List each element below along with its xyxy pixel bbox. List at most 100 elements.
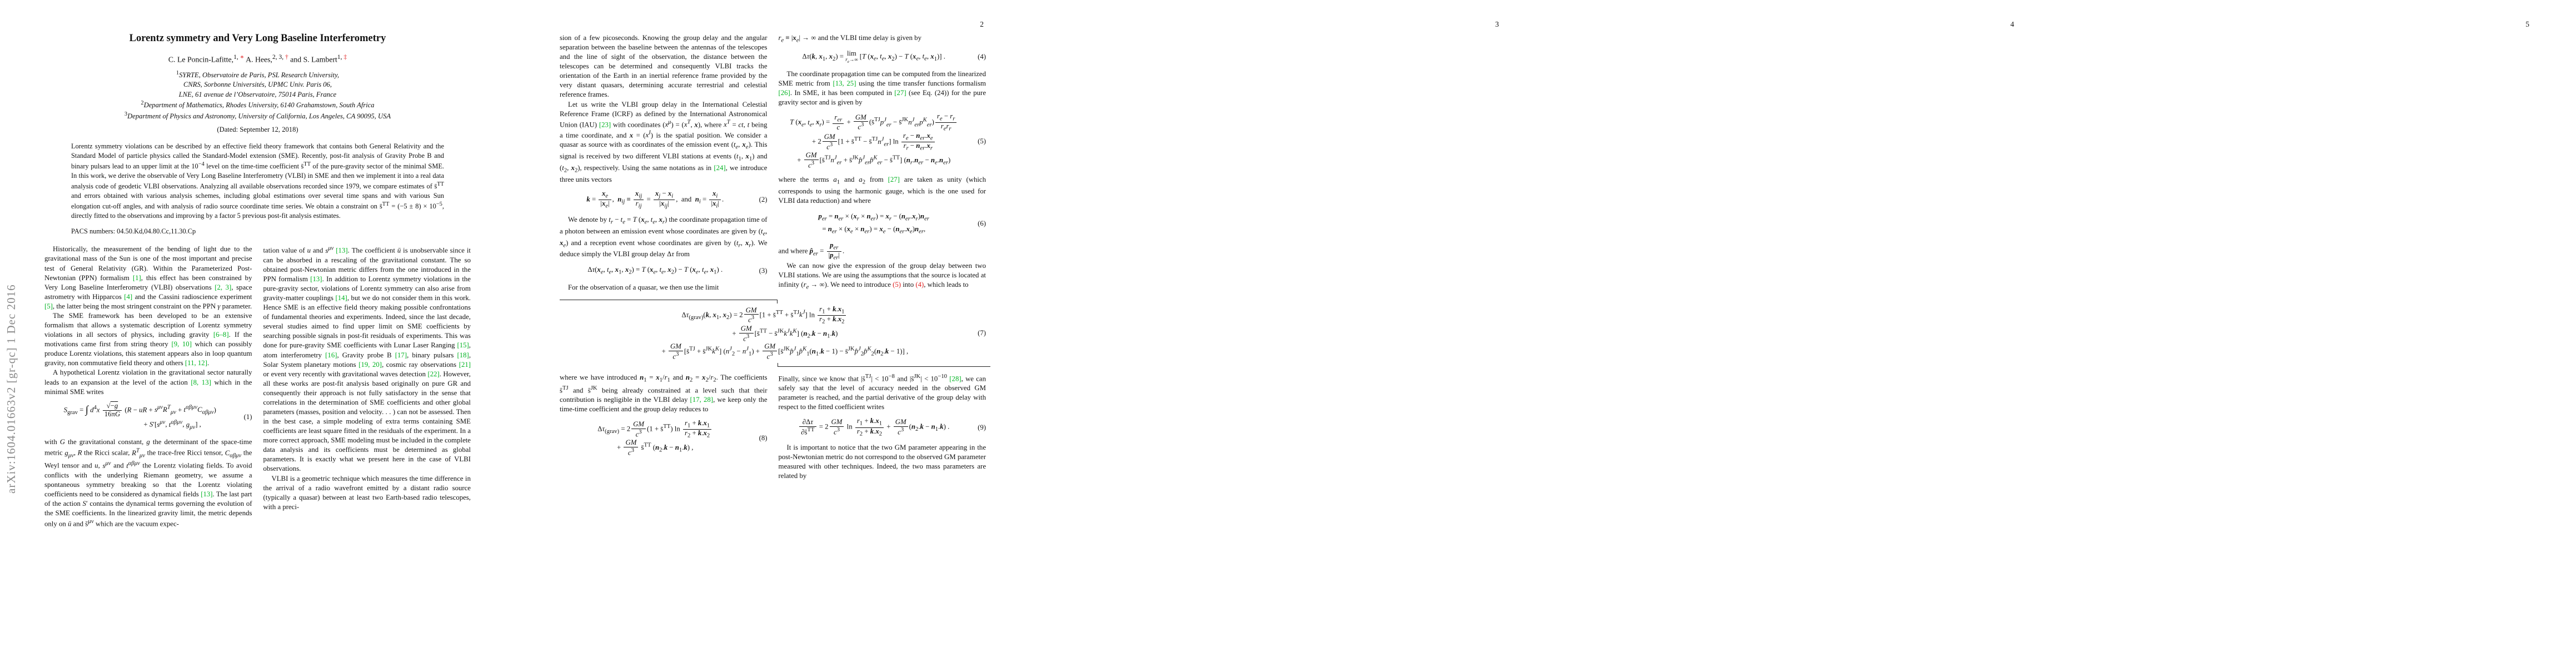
equation: T (xe, te, xr) = rer c + GM c3 (s̄TJpJer − … <box>779 112 986 170</box>
column-2: re ≡ |xe| → ∞ and the VLBI time delay is… <box>779 33 986 292</box>
paragraph: tation value of u and sμν [13]. The coef… <box>263 245 471 473</box>
citation-link[interactable]: [17] <box>395 351 407 359</box>
equation-number: (7) <box>978 328 986 337</box>
paragraph: where the terms a1 and a2 from [27] are … <box>778 176 986 205</box>
equation: Δτ(grav)(k, x1, x2) = 2 GM c3 [1 + s̄TT + s… <box>560 305 986 361</box>
citation-link[interactable]: [19, 20] <box>358 360 382 369</box>
equation-number: (1) <box>243 412 252 421</box>
citation-link[interactable]: [21] <box>459 360 471 369</box>
page-3: 3 <box>1030 0 1546 667</box>
citation-link[interactable]: [4] <box>124 292 133 301</box>
equation: k = xe |xe|, nij ≡ xij rij = xj − xi |xij|,… <box>560 189 768 210</box>
citation-link[interactable]: [18] <box>457 351 469 359</box>
citation-link[interactable]: [9, 10] <box>171 340 192 349</box>
citation-link[interactable]: [1] <box>132 273 141 282</box>
column-2: tation value of u and sμν [13]. The coef… <box>263 245 471 529</box>
page-1-columns: Historically, the measurement of the ben… <box>44 245 471 529</box>
citation-link[interactable]: [27] <box>888 176 900 184</box>
paragraph: with G the gravitational constant, g the… <box>44 438 252 528</box>
paragraph: Historically, the measurement of the ben… <box>44 245 252 310</box>
paragraph: We denote by tr − te = T (xe, te, xr) th… <box>560 215 768 258</box>
citation-link[interactable]: [13] <box>310 275 322 283</box>
column-1: Historically, the measurement of the ben… <box>44 245 252 529</box>
equation: Sgrav = ∫ d4x √−g 16πG (R − uR + sμνRTμν … <box>44 402 252 432</box>
citation-link[interactable]: [26] <box>778 88 790 97</box>
citation-link[interactable]: [16] <box>325 351 337 359</box>
page-2-columns: sion of a few picoseconds. Knowing the g… <box>560 33 986 292</box>
equation: Δτ(k, x1, x2) = lim re→∞ [T (xe, te, x2) … <box>779 49 986 64</box>
paragraph: sion of a few picoseconds. Knowing the g… <box>560 34 768 99</box>
citation-link[interactable]: [13] <box>201 490 213 498</box>
page-3-columns <box>1075 33 1501 634</box>
equation-number: (4) <box>978 53 986 61</box>
paragraph: VLBI is a geometric technique which meas… <box>263 474 471 511</box>
widetext-close-rule <box>778 362 990 371</box>
citation-link[interactable]: [14] <box>335 294 347 302</box>
paragraph: For the observation of a quasar, we then… <box>568 283 719 291</box>
paragraph: where we have introduced n1 = x1/r1 and … <box>560 373 768 414</box>
page-4: 4 <box>1546 0 2061 667</box>
citation-link[interactable]: [27] <box>894 88 906 97</box>
pacs-line: PACS numbers: 04.50.Kd,04.80.Cc,11.30.Cp <box>71 227 196 236</box>
equation: Δτ(grav) = 2 GM c3 (1 + s̄TT) ln r1 + k.x1 r… <box>560 419 768 457</box>
paragraph: and where p̂er = per |per|. <box>778 241 845 261</box>
citation-link[interactable]: [13] <box>336 246 348 255</box>
page-number: 4 <box>2010 20 2014 28</box>
widetext-open-rule <box>560 296 778 303</box>
citation-link[interactable]: [13, 25] <box>833 79 856 87</box>
equation-number: (3) <box>759 267 768 275</box>
page-2: 2 sion of a few picoseconds. Knowing the… <box>515 0 1030 667</box>
citation-link[interactable]: [28] <box>949 375 961 383</box>
author-line: C. Le Poncin-Lafitte,1, ∗ A. Hees,2, 3, … <box>168 54 347 64</box>
abstract: Lorentz symmetry violations can be descr… <box>71 142 445 220</box>
paragraph: re ≡ |xe| → ∞ and the VLBI time delay is… <box>778 34 921 44</box>
column-1: where we have introduced n1 = x1/r1 and … <box>560 373 768 481</box>
citation-link[interactable]: [11, 12] <box>185 359 207 367</box>
equation-number: (9) <box>978 423 986 431</box>
equation: ∂Δτ ∂s̄TT = 2 GM c3 ln r1 + k.x1 r2 + k.x2 +… <box>779 417 986 437</box>
equation-body: k = xe |xe|, nij ≡ xij rij = xj − xi |xij|,… <box>586 189 724 210</box>
equation-body: Δτ(k, x1, x2) = lim re→∞ [T (xe, te, x2) … <box>802 49 945 64</box>
page-1: arXiv:1604.01663v2 [gr-qc] 1 Dec 2016 Lo… <box>0 0 515 667</box>
citation-link[interactable]: [2, 3] <box>215 283 232 291</box>
equation-body: per = ner × (xr × ner) = xr − (ner.xr)ne… <box>818 212 929 235</box>
citation-link[interactable]: [22] <box>427 370 440 378</box>
citation-link[interactable]: [15] <box>457 341 469 350</box>
page-2-lower-columns: where we have introduced n1 = x1/r1 and … <box>560 373 986 481</box>
affiliations: 1SYRTE, Observatoire de Paris, PSL Resea… <box>124 69 391 120</box>
page-number: 3 <box>1495 20 1499 28</box>
paper-title: Lorentz symmetry and Very Long Baseline … <box>129 33 386 44</box>
equation-body: ∂Δτ ∂s̄TT = 2 GM c3 ln r1 + k.x1 r2 + k.x2 +… <box>779 417 970 437</box>
page-5: 5 <box>2061 0 2576 667</box>
equation-number: (6) <box>978 220 986 228</box>
paragraph: We can now give the expression of the gr… <box>778 262 986 291</box>
citation-link[interactable]: [5] <box>44 302 53 310</box>
paragraph: Finally, since we know that |s̄TJ| < 10−… <box>778 373 986 411</box>
dated-line: (Dated: September 12, 2018) <box>217 126 298 134</box>
citation-link[interactable]: [24] <box>714 163 726 172</box>
equation: per = ner × (xr × ner) = xr − (ner.xr)ne… <box>779 211 986 236</box>
equation-number: (5) <box>978 137 986 145</box>
paragraph: A hypothetical Lorentz violation in the … <box>44 369 252 396</box>
front-matter: Lorentz symmetry and Very Long Baseline … <box>44 32 471 236</box>
column-2: Finally, since we know that |s̄TJ| < 10−… <box>779 373 986 481</box>
citation-link[interactable]: [17, 28] <box>690 396 714 404</box>
paragraph: The SME framework has been developed to … <box>44 311 252 367</box>
citation-link[interactable]: [23] <box>599 120 611 128</box>
equation-number: (2) <box>759 195 768 203</box>
internal-ref-link[interactable]: (4) <box>915 281 924 289</box>
citation-link[interactable]: [8, 13] <box>191 378 211 386</box>
equation-number: (8) <box>759 434 768 442</box>
arxiv-stamp: arXiv:1604.01663v2 [gr-qc] 1 Dec 2016 <box>4 284 18 494</box>
paragraph: Let us write the VLBI group delay in the… <box>560 100 768 183</box>
column-1: sion of a few picoseconds. Knowing the g… <box>560 33 768 292</box>
equation-body: Δτ(xe, te, x1, x2) = T (xe, te, x2) − T … <box>587 266 723 276</box>
internal-ref-link[interactable]: (5) <box>893 281 901 289</box>
equation-body: Sgrav = ∫ d4x √−g 16πG (R − uR + sμνRTμν … <box>63 401 216 431</box>
equation-body: Δτ(grav) = 2 GM c3 (1 + s̄TT) ln r1 + k.x1 r… <box>560 419 751 457</box>
equation: Δτ(xe, te, x1, x2) = T (xe, te, x2) − T … <box>560 265 768 277</box>
page-number: 5 <box>2525 20 2529 28</box>
citation-link[interactable]: [6–8] <box>213 331 229 339</box>
paragraph: It is important to notice that the two G… <box>778 443 986 480</box>
